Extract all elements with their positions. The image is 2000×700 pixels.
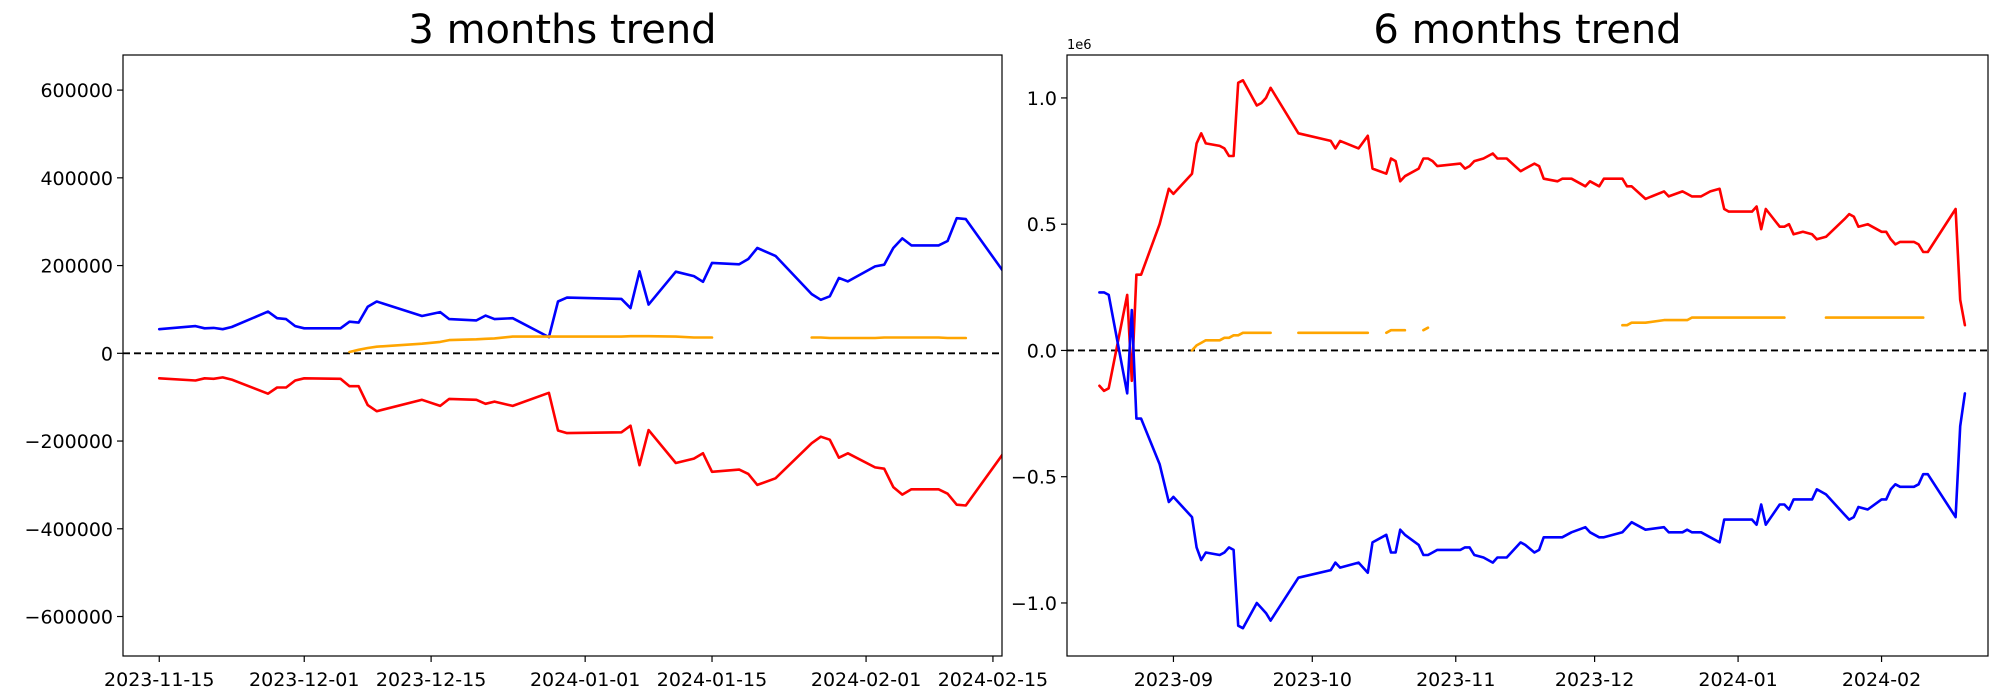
y-tick-label: 0.0 (1027, 340, 1057, 362)
plot-area (1067, 79, 1988, 630)
series-line-2-segment-2 (1385, 328, 1407, 335)
y-tick-label: 1.0 (1027, 88, 1057, 110)
axes-frame (1066, 54, 1989, 657)
chart-title: 3 months trend (408, 7, 716, 53)
series-line-2-segment-0 (1190, 331, 1272, 352)
y-tick-label: −400000 (25, 519, 113, 541)
panel-6-months: 6 months trend 1e6 −1.0 −0.5 0.0 0.5 1.0 2023… (1011, 7, 1989, 691)
y-tick-label: 600000 (40, 80, 113, 102)
axes-frame (122, 54, 1003, 657)
y-tick-label: −0.5 (1011, 467, 1057, 489)
series-line-2-segment-3 (1422, 326, 1430, 332)
y-tick-label: −1.0 (1011, 593, 1057, 615)
x-tick-label: 2024-02-15 (938, 669, 1048, 691)
chart-title: 6 months trend (1373, 7, 1681, 53)
x-tick-label: 2023-11 (1416, 669, 1495, 691)
x-tick-label: 2024-01-01 (530, 669, 640, 691)
panel-3-months: 3 months trend −600000 −400000 −200000 0 200… (25, 7, 1049, 691)
y-tick-label: −600000 (25, 607, 113, 629)
x-tick-label: 2023-10 (1273, 669, 1352, 691)
y-tick-label: −200000 (25, 431, 113, 453)
series-line-2-segment-1 (810, 336, 968, 340)
x-tick-label: 2023-11-15 (104, 669, 214, 691)
series-line-1 (157, 376, 1002, 507)
series-line-2-segment-0 (348, 334, 714, 354)
series-line-0 (157, 216, 1002, 339)
x-tick-label: 2024-02-01 (811, 669, 921, 691)
y-tick-label: 400000 (40, 168, 113, 190)
series-line-2-segment-4 (1621, 316, 1786, 327)
x-tick-label: 2024-01 (1698, 669, 1777, 691)
x-tick-label: 2024-01-15 (657, 669, 767, 691)
y-tick-label: 200000 (40, 256, 113, 278)
y-offset-label: 1e6 (1067, 38, 1092, 53)
series-line-1 (1098, 291, 1967, 630)
series-line-0 (1098, 79, 1967, 393)
y-tick-label: 0 (101, 343, 113, 365)
x-tick-label: 2023-12-01 (249, 669, 359, 691)
plot-area (123, 216, 1002, 507)
x-tick-label: 2023-12-15 (376, 669, 486, 691)
x-tick-label: 2024-02 (1842, 669, 1921, 691)
x-tick-label: 2023-12 (1555, 669, 1634, 691)
x-tick-label: 2023-09 (1134, 669, 1213, 691)
y-tick-label: 0.5 (1027, 214, 1057, 236)
